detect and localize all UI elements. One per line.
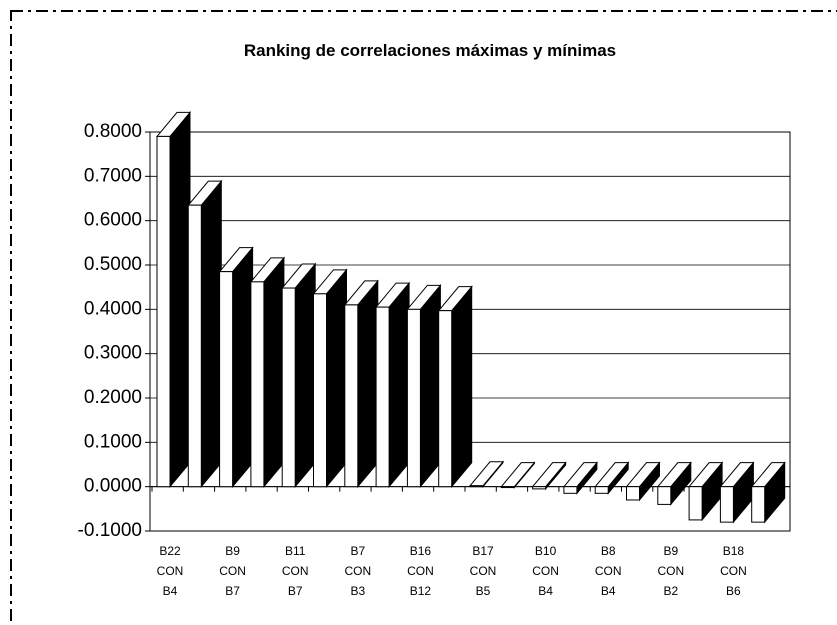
bar-front [500, 486, 515, 489]
bar [656, 461, 692, 506]
y-tick-label: 0.5000 [84, 254, 142, 275]
bar-front [532, 486, 547, 490]
bar-front [626, 486, 640, 501]
bar-top [468, 461, 505, 487]
bar-front [563, 486, 578, 494]
bar [406, 283, 442, 489]
bar [187, 179, 223, 489]
frame [10, 10, 837, 625]
bar [343, 279, 379, 489]
bar-front [313, 293, 327, 488]
bar [500, 461, 536, 489]
x-tick-label: B16 CON B12 [407, 544, 434, 598]
bar-front [406, 308, 421, 488]
bar-side [451, 285, 473, 489]
bar-top [531, 462, 567, 488]
bar [155, 111, 192, 489]
bar [688, 461, 724, 522]
bar-side [357, 279, 379, 489]
bar-front [657, 486, 672, 505]
y-tick-label: 0.2000 [84, 387, 142, 408]
bar [594, 461, 630, 495]
bar-front [250, 281, 265, 488]
x-tick-label: B17 CON B5 [470, 544, 497, 598]
x-tick-label: B7 CON B3 [344, 544, 371, 598]
y-tick-label: -0.1000 [78, 520, 142, 541]
bar-top [500, 462, 536, 488]
bar [625, 461, 661, 502]
bar-front [187, 204, 202, 488]
x-tick-label: B9 CON B2 [657, 544, 684, 598]
bar-front [719, 486, 734, 523]
chart-title: Ranking de correlaciones máximas y mínim… [244, 41, 616, 60]
y-tick-label: 0.1000 [84, 431, 142, 452]
bar-side [326, 268, 347, 489]
x-tick-label: B22 CON B4 [157, 544, 184, 598]
bar [750, 461, 786, 524]
bar [437, 285, 473, 489]
bar [468, 460, 505, 489]
bar [562, 461, 598, 495]
bar-side [263, 256, 285, 489]
y-tick-label: 0.7000 [84, 165, 142, 186]
bar [218, 246, 254, 489]
bar-front [751, 486, 766, 523]
y-tick-label: 0.4000 [84, 298, 142, 319]
bar-front [219, 271, 234, 488]
bar-front [594, 486, 609, 494]
x-tick-label: B18 CON B6 [720, 544, 747, 598]
bar [375, 281, 411, 489]
bar-front [344, 304, 359, 488]
bar-side [169, 111, 191, 489]
bar [719, 461, 755, 524]
bar-front [469, 485, 484, 488]
bar-front [281, 287, 296, 488]
y-tick-label: 0.3000 [84, 343, 142, 364]
bar [249, 256, 285, 489]
y-tick-label: 0.8000 [84, 121, 142, 142]
bar-front [688, 486, 703, 521]
bar-side [419, 283, 441, 489]
y-tick-label: 0.0000 [84, 476, 142, 497]
y-tick-label: 0.6000 [84, 210, 142, 231]
bar [531, 461, 567, 491]
bar [312, 268, 348, 489]
x-tick-label: B8 CON B4 [595, 544, 622, 598]
bar-side [294, 262, 316, 489]
bar-side [200, 179, 222, 489]
x-tick-label: B10 CON B4 [532, 544, 559, 598]
bar-front [375, 306, 390, 488]
x-tick-label: B9 CON B7 [219, 544, 246, 598]
bar-front [438, 310, 453, 488]
bar-front [156, 135, 171, 488]
bar [281, 262, 317, 489]
bar-side [388, 281, 410, 489]
bar-side [232, 246, 254, 489]
x-tick-label: B11 CON B7 [282, 544, 309, 598]
